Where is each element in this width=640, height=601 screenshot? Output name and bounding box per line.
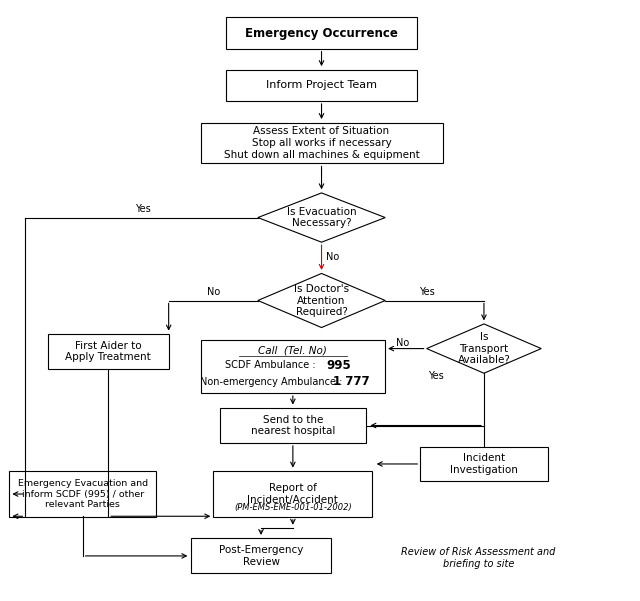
Text: Emergency Occurrence: Emergency Occurrence [245, 26, 398, 40]
Text: Post-Emergency
Review: Post-Emergency Review [219, 545, 303, 567]
Text: Is
Transport
Available?: Is Transport Available? [458, 332, 510, 365]
Text: Call  (Tel. No): Call (Tel. No) [259, 346, 327, 356]
Text: Non-emergency Ambulance :: Non-emergency Ambulance : [200, 377, 345, 386]
Text: Is Evacuation
Necessary?: Is Evacuation Necessary? [287, 207, 356, 228]
Text: 1 777: 1 777 [333, 375, 370, 388]
FancyBboxPatch shape [226, 17, 417, 49]
Text: Report of
Incident/Accident: Report of Incident/Accident [248, 483, 339, 505]
FancyBboxPatch shape [10, 471, 156, 517]
FancyBboxPatch shape [47, 334, 169, 369]
Text: Yes: Yes [428, 371, 444, 380]
Text: Inform Project Team: Inform Project Team [266, 81, 377, 90]
Text: Incident
Investigation: Incident Investigation [450, 453, 518, 475]
Text: Emergency Evacuation and
inform SCDF (995) / other
relevant Parties: Emergency Evacuation and inform SCDF (99… [18, 479, 148, 509]
Text: SCDF Ambulance :: SCDF Ambulance : [225, 361, 322, 370]
FancyBboxPatch shape [213, 471, 372, 517]
Text: Yes: Yes [135, 204, 151, 214]
Text: Review of Risk Assessment and
briefing to site: Review of Risk Assessment and briefing t… [401, 547, 556, 569]
Polygon shape [258, 273, 385, 328]
FancyBboxPatch shape [420, 447, 548, 481]
Text: (PM-EMS-EME-001-01-2002): (PM-EMS-EME-001-01-2002) [234, 504, 352, 512]
FancyBboxPatch shape [200, 123, 442, 163]
Text: 995: 995 [326, 359, 351, 372]
Text: Yes: Yes [419, 287, 435, 297]
Polygon shape [258, 193, 385, 242]
FancyBboxPatch shape [191, 538, 331, 573]
Text: Assess Extent of Situation
Stop all works if necessary
Shut down all machines & : Assess Extent of Situation Stop all work… [223, 126, 419, 160]
Text: First Aider to
Apply Treatment: First Aider to Apply Treatment [65, 341, 151, 362]
Text: No: No [396, 338, 410, 347]
Text: Send to the
nearest hospital: Send to the nearest hospital [251, 415, 335, 436]
Polygon shape [427, 324, 541, 373]
FancyBboxPatch shape [200, 340, 385, 393]
FancyBboxPatch shape [220, 408, 366, 443]
Text: Is Doctor's
Attention
Required?: Is Doctor's Attention Required? [294, 284, 349, 317]
Text: No: No [326, 252, 340, 262]
FancyBboxPatch shape [226, 70, 417, 101]
Text: No: No [207, 287, 220, 297]
